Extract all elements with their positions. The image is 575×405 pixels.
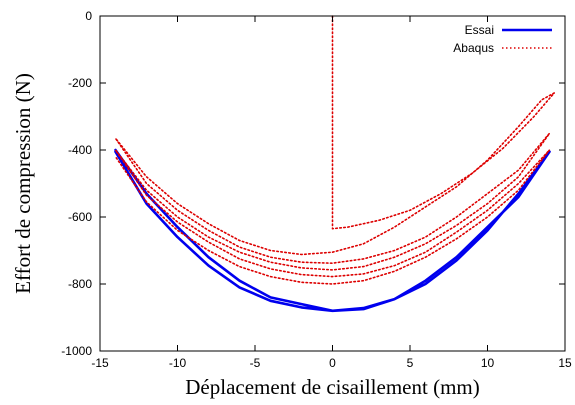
series-line-abaqus	[114, 15, 555, 285]
x-tick-label: -5	[250, 356, 261, 370]
y-axis-label: Effort de compression (N)	[11, 73, 35, 294]
x-tick-label: -10	[169, 356, 187, 370]
y-tick-label: -400	[68, 143, 92, 157]
x-tick-label: 10	[481, 356, 495, 370]
plot-frame	[99, 15, 566, 352]
legend-label-abaqus: Abaqus	[453, 41, 494, 55]
y-tick-label: -1000	[61, 344, 92, 358]
x-axis-label: Déplacement de cisaillement (mm)	[185, 375, 479, 399]
y-tick-label: -200	[68, 76, 92, 90]
y-tick-label: 0	[85, 9, 92, 23]
x-tick-label: 5	[407, 356, 414, 370]
x-tick-label: 15	[558, 356, 572, 370]
series-layer	[114, 15, 555, 313]
y-tick-label: -600	[68, 210, 92, 224]
series-line-essai	[114, 148, 551, 313]
legend: Essai Abaqus	[453, 23, 552, 55]
y-tick-label: -800	[68, 277, 92, 291]
legend-label-essai: Essai	[465, 23, 494, 37]
x-tick-label: 0	[329, 356, 336, 370]
x-tick-label: -15	[91, 356, 109, 370]
